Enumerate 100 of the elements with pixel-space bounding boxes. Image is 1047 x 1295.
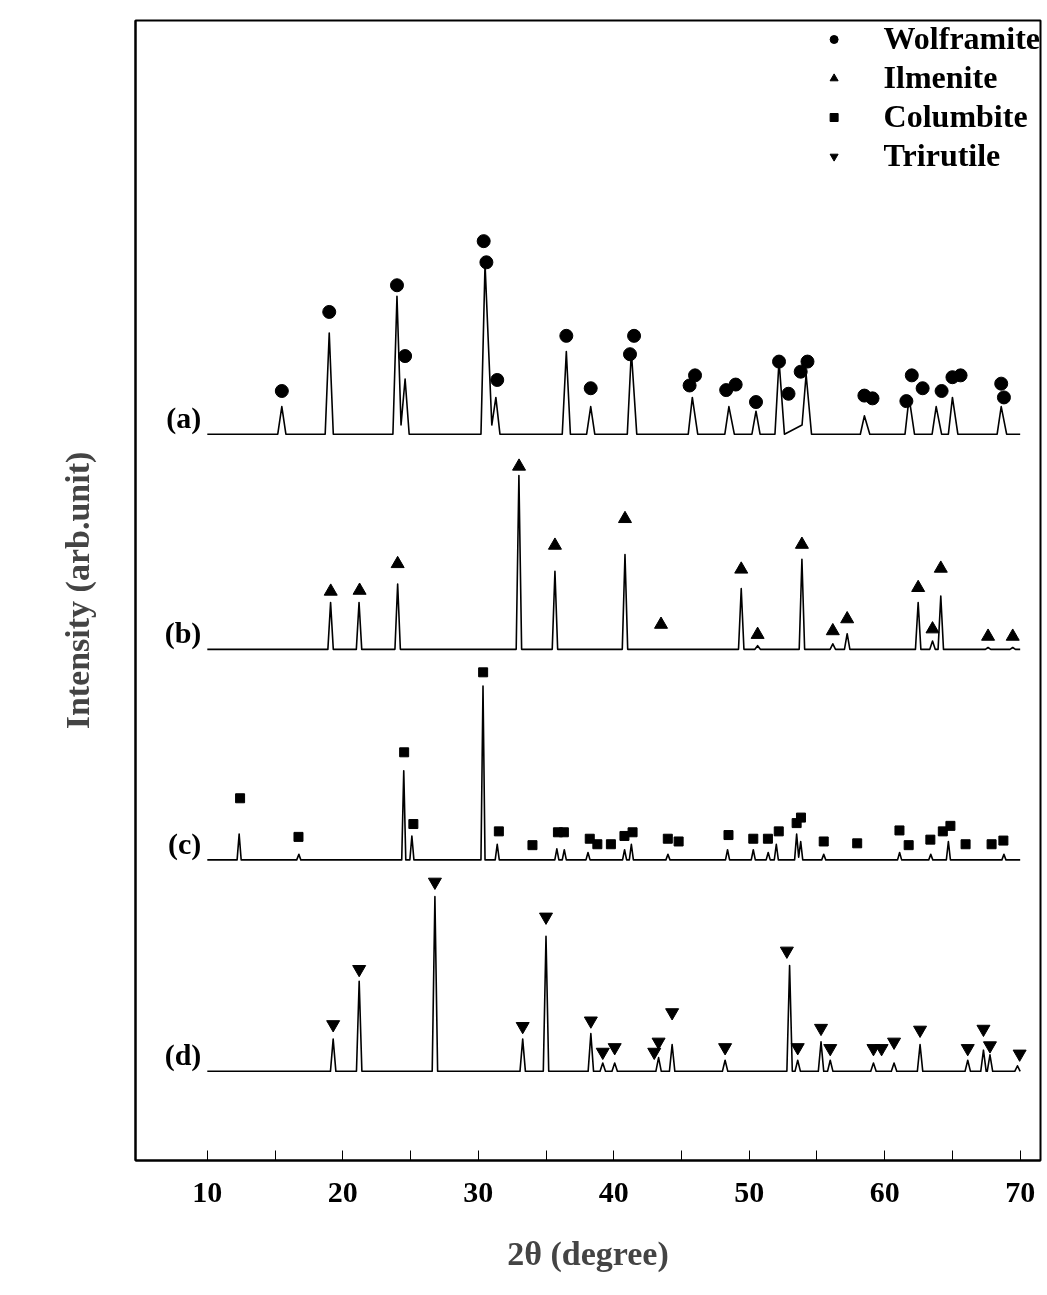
point (647, 1047, 662, 1061)
point (723, 830, 734, 841)
point (996, 390, 1011, 405)
point (478, 667, 489, 678)
point (953, 368, 968, 383)
x-tick-label: 10 (192, 1174, 223, 1208)
point (982, 1041, 997, 1054)
point (408, 819, 419, 830)
point (627, 328, 642, 343)
point (662, 833, 673, 844)
point (592, 839, 603, 850)
point (795, 812, 806, 823)
point (748, 833, 759, 844)
point (852, 838, 863, 849)
point (293, 831, 304, 842)
point (960, 1044, 975, 1057)
point (887, 1037, 902, 1050)
point (399, 747, 410, 758)
point (779, 946, 794, 959)
point (398, 349, 413, 364)
point (595, 1047, 610, 1061)
point (925, 834, 936, 845)
point (583, 381, 598, 396)
point (274, 384, 289, 398)
point (583, 1016, 598, 1029)
point (925, 621, 940, 634)
legend-label: Columbite (883, 98, 1028, 135)
point (986, 839, 997, 850)
point (389, 278, 404, 293)
point (734, 561, 749, 574)
legend-label: Wolframite (883, 20, 1040, 57)
point (558, 827, 569, 838)
point (623, 347, 637, 362)
point (235, 793, 246, 804)
point (607, 1043, 622, 1056)
point (651, 1037, 666, 1050)
point (762, 833, 773, 844)
legend-label: Ilmenite (883, 59, 998, 96)
point (559, 328, 574, 343)
point (976, 1024, 991, 1038)
x-tick-label: 20 (327, 1174, 358, 1208)
point (617, 510, 632, 524)
point (390, 555, 405, 569)
point (865, 391, 880, 406)
point (800, 354, 815, 369)
x-tick-label: 70 (1005, 1174, 1036, 1208)
point (515, 1022, 530, 1035)
point (913, 1025, 928, 1038)
point (728, 377, 743, 392)
x-tick-label: 30 (463, 1174, 494, 1208)
y-axis-title: Intensity (arb.unit) (58, 451, 97, 730)
point (772, 354, 787, 369)
point (823, 1044, 838, 1057)
point (719, 383, 734, 398)
point (781, 386, 796, 401)
point (793, 364, 808, 379)
point (814, 1023, 829, 1037)
point (490, 372, 505, 387)
point (874, 1044, 889, 1057)
point (527, 840, 538, 851)
point (903, 840, 914, 851)
x-tick-label: 50 (734, 1174, 765, 1208)
series-label: (c) (168, 826, 202, 861)
point (934, 384, 949, 398)
series-label: (b) (164, 616, 202, 651)
point (894, 825, 905, 836)
point (673, 836, 684, 847)
point (915, 381, 930, 396)
point (748, 395, 763, 410)
point (479, 255, 494, 270)
x-tick-label: 60 (869, 1174, 900, 1208)
point (665, 1008, 680, 1021)
point (773, 826, 784, 837)
point (1012, 1049, 1027, 1062)
point (994, 376, 1009, 391)
series-label: (a) (166, 401, 202, 436)
point (688, 368, 703, 383)
point (998, 835, 1009, 846)
point (322, 304, 337, 319)
point (427, 877, 442, 890)
point (899, 394, 914, 409)
point (790, 1043, 805, 1056)
point (352, 965, 367, 978)
point (960, 839, 971, 850)
x-tick-label: 40 (598, 1174, 629, 1208)
x-axis-title: 2θ (degree) (507, 1234, 669, 1273)
point (476, 234, 491, 249)
legend-label: Trirutile (883, 137, 1001, 174)
point (945, 820, 956, 831)
point (682, 378, 697, 393)
point (718, 1043, 733, 1056)
point (904, 368, 919, 383)
point (512, 458, 527, 471)
point (818, 836, 829, 847)
point (493, 826, 504, 837)
point (547, 537, 562, 550)
point (627, 827, 638, 838)
point (326, 1020, 341, 1033)
point (937, 826, 948, 837)
point (605, 839, 616, 850)
